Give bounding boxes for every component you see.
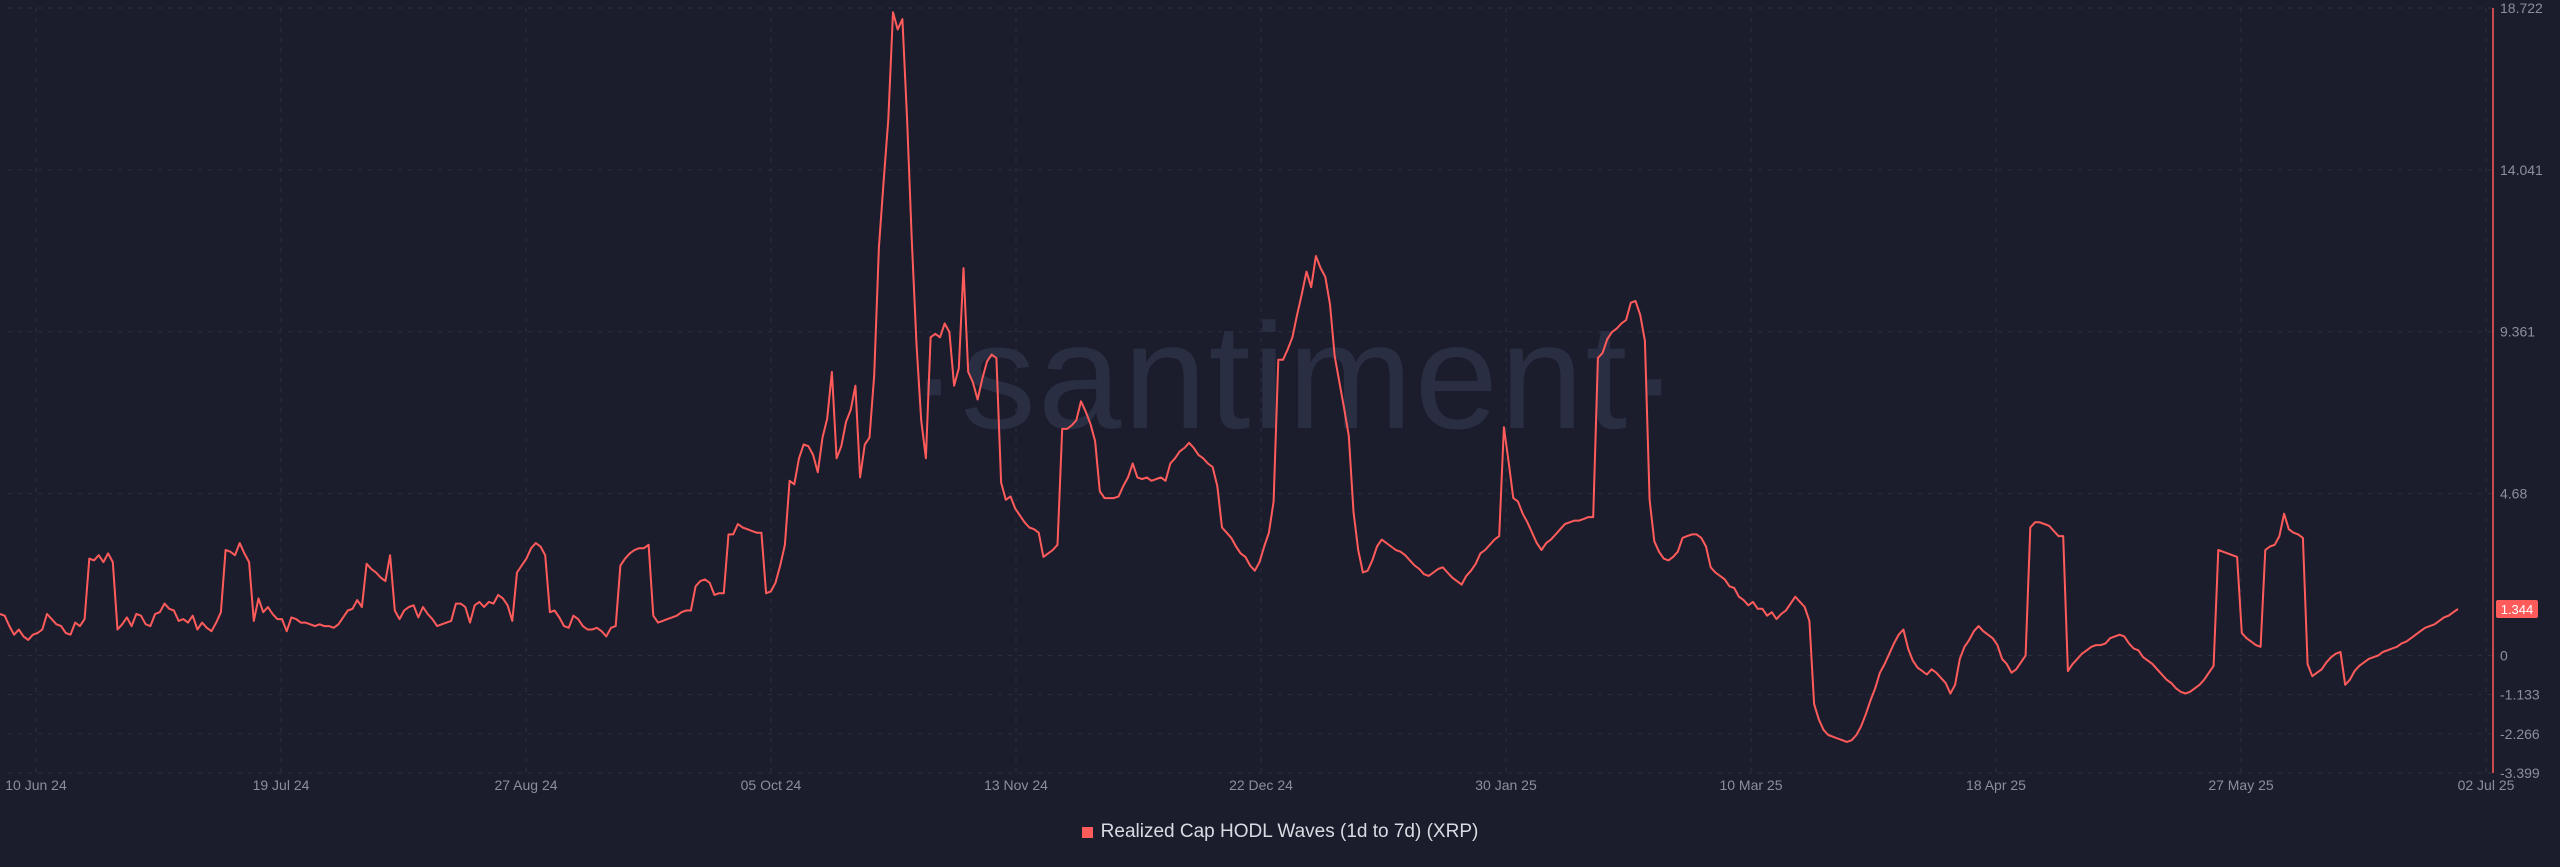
y-tick-label: -3.399 bbox=[2500, 765, 2540, 781]
x-tick-label: 30 Jan 25 bbox=[1475, 777, 1537, 793]
x-tick-label: 02 Jul 25 bbox=[2458, 777, 2515, 793]
y-axis-ticks: 18.722 14.041 9.361 4.68 0 -1.133 -2.266 -3.399 bbox=[2500, 0, 2543, 781]
x-tick-label: 13 Nov 24 bbox=[984, 777, 1048, 793]
y-tick-label: -2.266 bbox=[2500, 726, 2540, 742]
legend-swatch bbox=[1081, 826, 1093, 838]
x-tick-label: 10 Mar 25 bbox=[1719, 777, 1782, 793]
y-tick-label: 0 bbox=[2500, 647, 2508, 663]
y-tick-label: -1.133 bbox=[2500, 687, 2540, 703]
grid bbox=[8, 7, 2493, 774]
x-tick-label: 10 Jun 24 bbox=[5, 777, 67, 793]
y-tick-label: 4.68 bbox=[2500, 486, 2527, 502]
series-line-xrp-hodl bbox=[0, 11, 2459, 743]
x-axis-ticks: 10 Jun 24 19 Jul 24 27 Aug 24 05 Oct 24 13 N… bbox=[5, 777, 2514, 793]
santiment-watermark: ·santiment· bbox=[909, 292, 1681, 460]
current-value-label: 1.344 bbox=[2501, 602, 2534, 617]
y-tick-label: 14.041 bbox=[2500, 162, 2543, 178]
x-tick-label: 27 Aug 24 bbox=[494, 777, 557, 793]
x-tick-label: 22 Dec 24 bbox=[1229, 777, 1293, 793]
x-tick-label: 18 Apr 25 bbox=[1966, 777, 2026, 793]
current-value-badge: 1.344 bbox=[2496, 599, 2538, 618]
x-tick-label: 27 May 25 bbox=[2208, 777, 2274, 793]
chart-legend[interactable]: Realized Cap HODL Waves (1d to 7d) (XRP) bbox=[0, 821, 2560, 843]
y-tick-label: 9.361 bbox=[2500, 324, 2535, 340]
y-tick-label: 18.722 bbox=[2500, 0, 2543, 16]
legend-label: Realized Cap HODL Waves (1d to 7d) (XRP) bbox=[1100, 821, 1479, 842]
x-tick-label: 19 Jul 24 bbox=[253, 777, 310, 793]
x-tick-label: 05 Oct 24 bbox=[741, 777, 802, 793]
